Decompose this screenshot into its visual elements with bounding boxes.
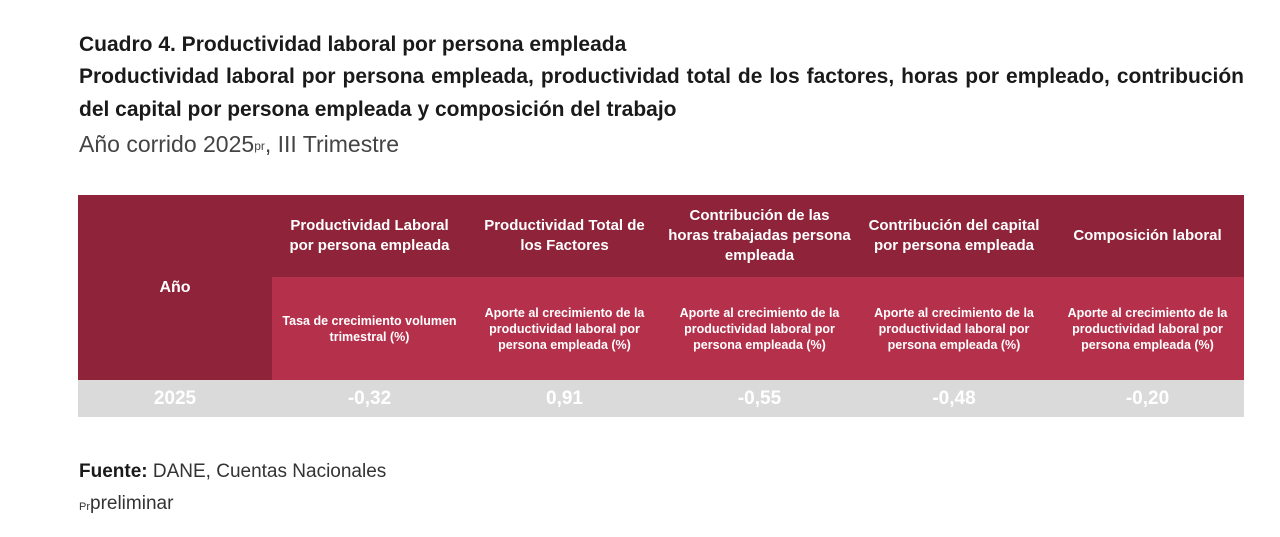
column-subheader-hours-contribution: Aporte al crecimiento de la productivida…	[662, 277, 857, 380]
column-header-capital-contribution: Contribución del capital por persona emp…	[857, 195, 1051, 277]
preliminary-marker: pr	[254, 139, 265, 153]
column-subheader-tfp: Aporte al crecimiento de la productivida…	[467, 277, 662, 380]
header-row-sub: Tasa de crecimiento volumen trimestral (…	[78, 277, 1244, 380]
source-text: DANE, Cuentas Nacionales	[147, 461, 387, 482]
column-header-year: Año	[78, 195, 272, 380]
table-row: 2025 -0,32 0,91 -0,55 -0,48 -0,20	[78, 380, 1244, 417]
column-header-tfp: Productividad Total de los Factores	[467, 195, 662, 277]
cell-hours-contribution: -0,55	[662, 380, 857, 417]
column-subheader-labor-composition: Aporte al crecimiento de la productivida…	[1051, 277, 1244, 380]
cell-year: 2025	[78, 380, 272, 417]
cell-labor-productivity: -0,32	[272, 380, 467, 417]
table-caption: Cuadro 4. Productividad laboral por pers…	[79, 30, 1244, 160]
column-subheader-capital-contribution: Aporte al crecimiento de la productivida…	[857, 277, 1051, 380]
source-note: Fuente: DANE, Cuentas Nacionales	[79, 459, 386, 485]
table-footer: Fuente: DANE, Cuentas Nacionales Prpreli…	[79, 459, 386, 517]
source-label: Fuente:	[79, 461, 148, 482]
column-subheader-labor-productivity: Tasa de crecimiento volumen trimestral (…	[272, 277, 467, 380]
table-period: Año corrido 2025pr, III Trimestre	[79, 131, 400, 157]
header-row-main: Año Productividad Laboral por persona em…	[78, 195, 1244, 380]
column-header-hours-contribution: Contribución de las horas trabajadas per…	[662, 195, 857, 277]
preliminary-note: Prpreliminar	[79, 493, 174, 514]
column-header-labor-composition: Composición laboral	[1051, 195, 1244, 277]
table-description: Productividad laboral por persona emplea…	[79, 65, 1244, 121]
cell-capital-contribution: -0,48	[857, 380, 1051, 417]
column-header-labor-productivity: Productividad Laboral por persona emplea…	[272, 195, 467, 277]
productivity-table: Año Productividad Laboral por persona em…	[78, 195, 1244, 417]
cell-labor-composition: -0,20	[1051, 380, 1244, 417]
cell-tfp: 0,91	[467, 380, 662, 417]
table-number-title: Cuadro 4. Productividad laboral por pers…	[79, 33, 627, 56]
